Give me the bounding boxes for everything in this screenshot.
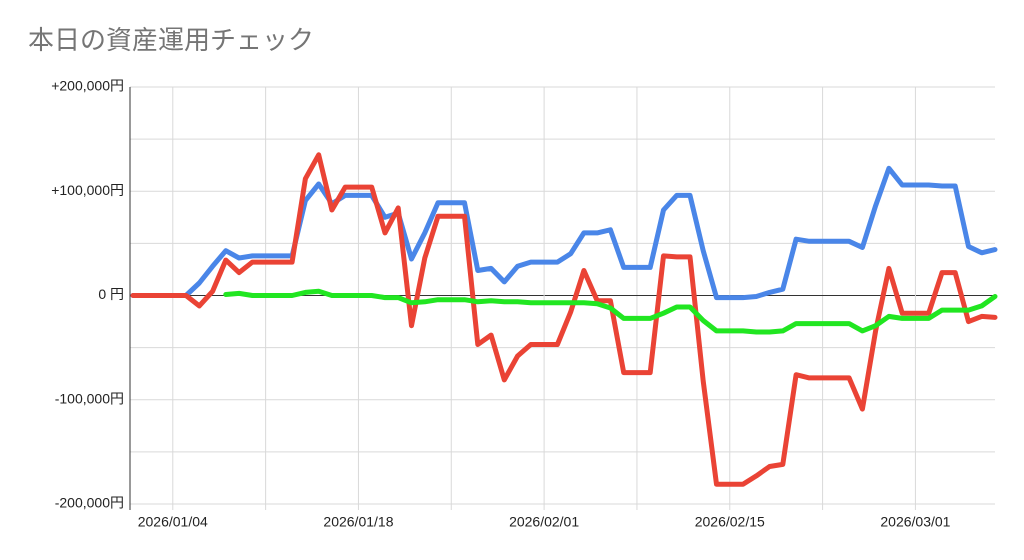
series-line (130, 152, 998, 487)
series-line (223, 288, 998, 335)
series-line (130, 165, 998, 301)
y-tick-label: -200,000円 (55, 495, 124, 511)
y-tick-label: +200,000円 (51, 78, 124, 94)
chart-title: 本日の資産運用チェック (28, 25, 314, 55)
y-tick-label: +100,000円 (51, 182, 124, 198)
x-tick-label: 2026/02/15 (695, 514, 765, 530)
y-tick-label: -100,000円 (55, 390, 124, 406)
x-tick-label: 2026/02/01 (509, 514, 579, 530)
x-tick-label: 2026/01/04 (138, 514, 208, 530)
y-tick-label: 0 円 (98, 286, 124, 302)
x-tick-label: 2026/03/01 (880, 514, 950, 530)
x-tick-label: 2026/01/18 (323, 514, 393, 530)
